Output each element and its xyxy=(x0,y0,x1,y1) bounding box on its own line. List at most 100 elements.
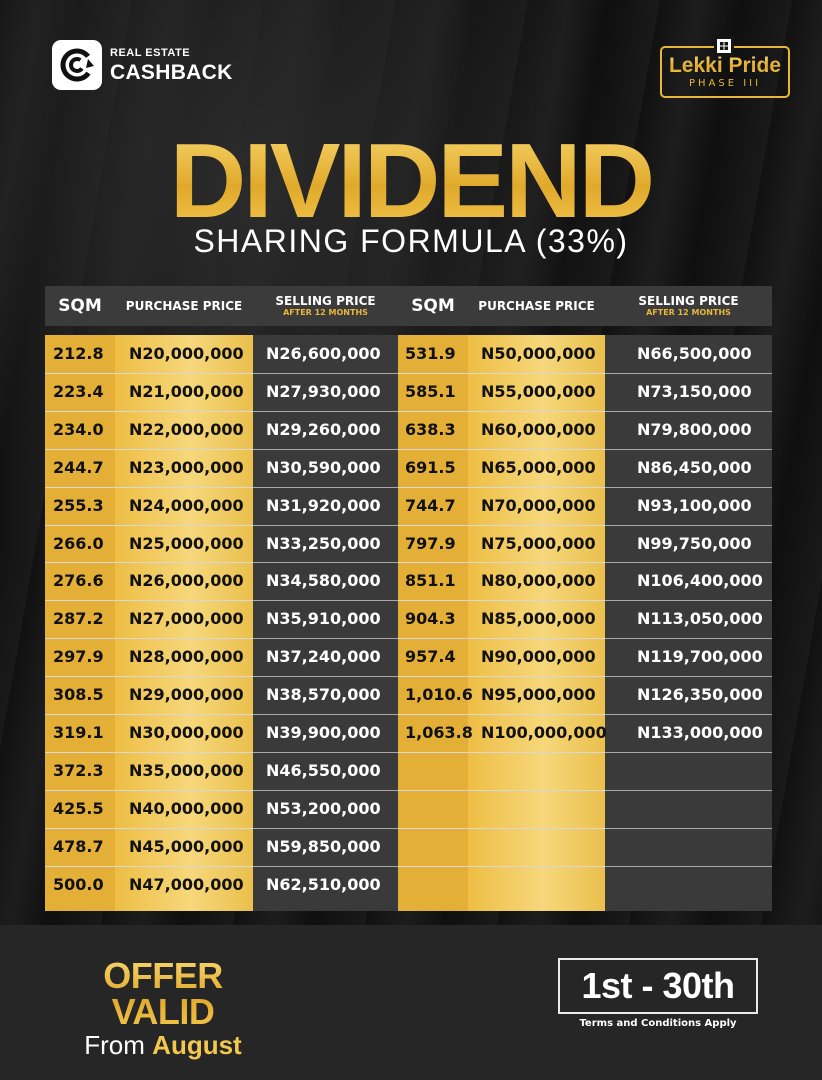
table-row: 500.0 N47,000,000 N62,510,000 xyxy=(45,866,772,904)
left-selling-cell: N39,900,000 xyxy=(266,723,381,742)
header-selling-left: SELLING PRICE xyxy=(275,293,376,308)
row-divider xyxy=(605,714,772,715)
left-purchase-cell: N22,000,000 xyxy=(129,419,244,439)
row-divider xyxy=(253,751,398,753)
brand-logo: REAL ESTATE CASHBACK xyxy=(52,40,233,90)
row-divider xyxy=(253,827,398,829)
row-divider xyxy=(398,638,605,640)
row-divider xyxy=(253,676,398,678)
left-sqm-cell: 234.0 xyxy=(53,419,104,439)
right-sqm-cell: 1,063.8 xyxy=(405,723,473,742)
left-sqm-cell: 425.5 xyxy=(53,798,104,818)
left-purchase-cell: N35,000,000 xyxy=(129,760,244,780)
left-purchase-cell: N21,000,000 xyxy=(129,381,244,401)
row-divider xyxy=(398,524,605,526)
column-bg-sqm-right xyxy=(398,335,468,911)
row-divider xyxy=(45,865,253,867)
left-sqm-cell: 287.2 xyxy=(53,609,104,629)
row-divider xyxy=(605,562,772,564)
row-divider xyxy=(253,638,398,640)
header-sqm-right: SQM xyxy=(411,296,455,316)
badge-title: Lekki Pride xyxy=(662,55,788,76)
table-row: 244.7 N23,000,000 N30,590,000 691.5 N65,000,… xyxy=(45,449,772,487)
brand-name-bottom: CASHBACK xyxy=(110,60,233,84)
right-purchase-cell: N95,000,000 xyxy=(481,685,596,705)
headline-title: DIVIDEND xyxy=(0,128,822,234)
offer-block: OFFER VALID From August xyxy=(50,958,276,1059)
row-divider xyxy=(398,751,605,753)
right-selling-cell: N66,500,000 xyxy=(637,344,752,363)
right-selling-cell: N99,750,000 xyxy=(637,533,752,553)
left-selling-cell: N33,250,000 xyxy=(266,533,381,553)
row-divider xyxy=(605,448,772,450)
right-sqm-cell: 957.4 xyxy=(405,647,456,667)
row-divider xyxy=(45,751,253,753)
row-divider xyxy=(605,486,772,488)
row-divider xyxy=(398,372,605,374)
left-selling-cell: N53,200,000 xyxy=(266,798,381,818)
right-sqm-cell: 904.3 xyxy=(405,609,456,629)
left-purchase-cell: N47,000,000 xyxy=(129,874,244,894)
table-row: 478.7 N45,000,000 N59,850,000 xyxy=(45,828,772,866)
left-sqm-cell: 255.3 xyxy=(53,495,104,515)
left-sqm-cell: 266.0 xyxy=(53,533,104,553)
right-sqm-cell: 744.7 xyxy=(405,495,456,515)
right-selling-cell: N119,700,000 xyxy=(637,647,763,667)
row-divider xyxy=(45,410,253,412)
dividend-table: 212.8 N20,000,000 N26,600,000 531.9 N50,000,… xyxy=(45,335,772,911)
left-purchase-cell: N27,000,000 xyxy=(129,609,244,629)
left-purchase-cell: N29,000,000 xyxy=(129,685,244,705)
table-row: 425.5 N40,000,000 N53,200,000 xyxy=(45,790,772,828)
right-purchase-cell: N100,000,000 xyxy=(481,723,607,742)
row-divider xyxy=(605,676,772,678)
table-row: 319.1 N30,000,000 N39,900,000 1,063.8 N100,0… xyxy=(45,714,772,752)
row-divider xyxy=(45,789,253,791)
right-purchase-cell: N85,000,000 xyxy=(481,609,596,629)
right-purchase-cell: N50,000,000 xyxy=(481,344,596,363)
row-divider xyxy=(45,524,253,526)
row-divider xyxy=(398,486,605,488)
left-selling-cell: N38,570,000 xyxy=(266,685,381,705)
right-purchase-cell: N70,000,000 xyxy=(481,495,596,515)
table-row: 297.9 N28,000,000 N37,240,000 957.4 N90,000,… xyxy=(45,638,772,676)
right-purchase-cell: N90,000,000 xyxy=(481,647,596,667)
row-divider xyxy=(253,486,398,488)
row-divider xyxy=(45,676,253,678)
brand-name-top: REAL ESTATE xyxy=(110,46,191,59)
row-divider xyxy=(45,562,253,564)
right-sqm-cell: 851.1 xyxy=(405,571,456,591)
left-selling-cell: N62,510,000 xyxy=(266,874,381,894)
header-selling-sub-right: AFTER 12 MONTHS xyxy=(646,307,731,317)
right-selling-cell: N133,000,000 xyxy=(637,723,763,742)
left-purchase-cell: N25,000,000 xyxy=(129,533,244,553)
row-divider xyxy=(605,865,772,867)
column-bg-sqm-left xyxy=(45,335,115,911)
row-divider xyxy=(605,524,772,526)
right-selling-cell: N73,150,000 xyxy=(637,381,752,401)
date-range-box: 1st - 30th xyxy=(558,958,758,1014)
right-selling-cell: N86,450,000 xyxy=(637,457,752,477)
right-selling-cell: N93,100,000 xyxy=(637,495,752,515)
column-bg-selling-left xyxy=(253,335,398,911)
left-purchase-cell: N20,000,000 xyxy=(129,344,244,363)
right-sqm-cell: 531.9 xyxy=(405,344,456,363)
table-row: 223.4 N21,000,000 N27,930,000 585.1 N55,000,… xyxy=(45,373,772,411)
left-sqm-cell: 212.8 xyxy=(53,344,104,363)
row-divider xyxy=(605,638,772,640)
header-purchase-right: PURCHASE PRICE xyxy=(478,299,595,313)
left-selling-cell: N59,850,000 xyxy=(266,836,381,856)
house-icon xyxy=(714,36,734,56)
row-divider xyxy=(253,789,398,791)
row-divider xyxy=(398,676,605,678)
row-divider xyxy=(398,789,605,791)
row-divider xyxy=(398,448,605,450)
column-bg-purchase-right xyxy=(468,335,605,911)
left-selling-cell: N27,930,000 xyxy=(266,381,381,401)
right-selling-cell: N113,050,000 xyxy=(637,609,763,629)
row-divider xyxy=(398,410,605,412)
offer-title: OFFER VALID xyxy=(50,958,276,1030)
header-purchase-left: PURCHASE PRICE xyxy=(125,299,243,313)
left-purchase-cell: N24,000,000 xyxy=(129,495,244,515)
right-purchase-cell: N75,000,000 xyxy=(481,533,596,553)
left-purchase-cell: N30,000,000 xyxy=(129,723,244,742)
